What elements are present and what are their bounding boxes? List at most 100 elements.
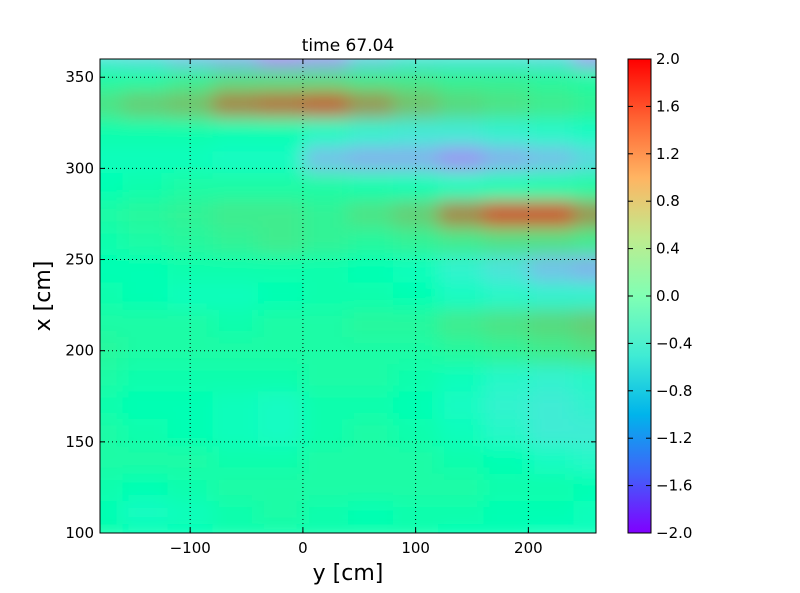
heatmap-cell: [212, 172, 259, 201]
heatmap-cell: [393, 200, 439, 229]
heatmap-cell: [167, 227, 214, 256]
heatmap-cell: [573, 473, 596, 502]
heatmap-cell: [167, 200, 214, 229]
heatmap-cell: [483, 501, 529, 525]
heatmap-cell: [257, 118, 304, 147]
colorbar-tick-label: −2.0: [656, 524, 692, 542]
heatmap-cell: [122, 59, 169, 69]
heatmap-cell: [483, 118, 529, 147]
heatmap-cell: [212, 59, 259, 69]
heatmap-cell: [348, 68, 394, 92]
heatmap-cell: [573, 446, 596, 475]
heatmap-cell: [212, 419, 259, 448]
heatmap-cell: [438, 309, 484, 338]
heatmap-cell: [393, 501, 439, 525]
heatmap-cell: [212, 364, 259, 393]
y-tick-label: 300: [65, 159, 94, 177]
heatmap-cell: [528, 473, 575, 502]
heatmap-cell: [122, 309, 169, 338]
heatmap-cell: [100, 364, 124, 393]
heatmap-cell: [302, 200, 349, 229]
heatmap-cell: [122, 337, 169, 365]
heatmap-cell: [348, 172, 394, 201]
heatmap-cell: [528, 337, 575, 365]
heatmap-cell: [438, 446, 484, 475]
colorbar-tick-label: 0.4: [656, 240, 680, 258]
heatmap-cell: [438, 145, 484, 174]
heatmap-cell: [302, 145, 349, 174]
heatmap-cell: [212, 68, 259, 92]
heatmap-cell: [438, 364, 484, 393]
heatmap-cell: [100, 200, 124, 229]
heatmap-cell: [483, 446, 529, 475]
heatmap-cell: [528, 118, 575, 147]
heatmap-cell: [483, 309, 529, 338]
heatmap-cell: [438, 172, 484, 201]
heatmap-cell: [528, 391, 575, 420]
colorbar-ticks: 2.0 1.6 1.2 0.8 0.4 0.0 −0.4 −0.8 −1.2 −1.6 −2.0: [628, 50, 692, 542]
heatmap-cell: [438, 59, 484, 69]
heatmap-cell: [302, 254, 349, 283]
heatmap-cell: [393, 282, 439, 311]
heatmap-cell: [212, 200, 259, 229]
heatmap-cell: [212, 473, 259, 502]
heatmap-cell: [257, 309, 304, 338]
heatmap-cell: [167, 364, 214, 393]
heatmap-cell: [257, 59, 304, 69]
heatmap-cell: [212, 337, 259, 365]
heatmap-cell: [302, 337, 349, 365]
heatmap-cell: [348, 419, 394, 448]
heatmap-cell: [573, 200, 596, 229]
heatmap-cell: [528, 309, 575, 338]
heatmap-cell: [573, 523, 596, 533]
heatmap-cell: [212, 254, 259, 283]
heatmap-cell: [302, 90, 349, 119]
heatmap-cell: [302, 391, 349, 420]
heatmap-cell: [257, 282, 304, 311]
heatmap-cell: [122, 227, 169, 256]
heatmap-cell: [348, 446, 394, 475]
heatmap-cell: [212, 118, 259, 147]
heatmap-cell: [122, 145, 169, 174]
heatmap-cell: [483, 391, 529, 420]
y-tick-label: 350: [65, 68, 94, 86]
heatmap-cell: [348, 59, 394, 69]
heatmap-cell: [122, 90, 169, 119]
heatmap-cell: [483, 523, 529, 533]
x-axis-ticks: −100 0 100 200: [170, 59, 543, 557]
heatmap-cell: [257, 68, 304, 92]
heatmap-cell: [528, 200, 575, 229]
heatmap-cell: [528, 145, 575, 174]
heatmap-cell: [348, 473, 394, 502]
heatmap-cell: [302, 118, 349, 147]
heatmap-cell: [483, 364, 529, 393]
heatmap-cell: [212, 145, 259, 174]
colorbar-tick-label: 1.6: [656, 97, 680, 115]
heatmap-cell: [302, 68, 349, 92]
heatmap-cell: [212, 282, 259, 311]
heatmap-cell: [528, 90, 575, 119]
heatmap-cell: [100, 337, 124, 365]
heatmap-cell: [573, 59, 596, 69]
heatmap-cell: [167, 118, 214, 147]
heatmap-cell: [167, 446, 214, 475]
heatmap-cell: [483, 473, 529, 502]
heatmap-cell: [302, 446, 349, 475]
heatmap-cell: [122, 473, 169, 502]
heatmap-cell: [348, 200, 394, 229]
heatmap-cell: [212, 90, 259, 119]
heatmap-cell: [257, 419, 304, 448]
y-axis-label: x [cm]: [31, 261, 56, 332]
y-tick-label: 150: [65, 433, 94, 451]
heatmap-cell: [302, 282, 349, 311]
heatmap-cell: [257, 145, 304, 174]
plot-frame: [99, 58, 597, 534]
x-tick-label: 200: [514, 539, 543, 557]
heatmap-cell: [100, 391, 124, 420]
heatmap-cell: [348, 254, 394, 283]
heatmap-cell: [100, 309, 124, 338]
colorbar-tick-label: 0.8: [656, 192, 680, 210]
heatmap-cell: [483, 172, 529, 201]
heatmap-cell: [302, 364, 349, 393]
